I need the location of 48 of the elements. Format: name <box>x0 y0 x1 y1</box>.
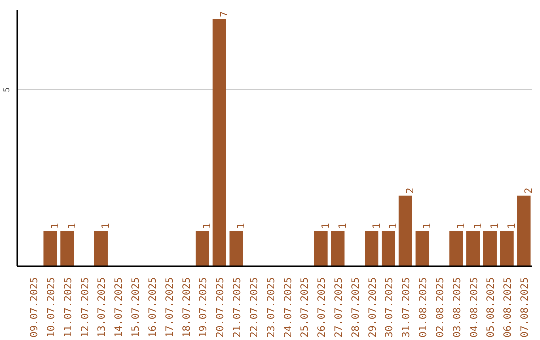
x-tick-label: 19.07.2025 <box>198 277 210 338</box>
x-tick-label: 07.08.2025 <box>520 277 532 338</box>
data-label: 1 <box>372 223 383 230</box>
x-tick-label: 27.07.2025 <box>334 277 345 338</box>
x-tick-label: 01.08.2025 <box>418 277 430 338</box>
x-tick-label: 21.07.2025 <box>232 277 244 338</box>
x-tick-label: 18.07.2025 <box>182 277 193 338</box>
x-tick-label: 31.07.2025 <box>402 277 413 338</box>
x-tick-label: 29.07.2025 <box>368 277 379 338</box>
x-tick-label: 23.07.2025 <box>266 277 278 338</box>
x-tick-label: 26.07.2025 <box>317 277 328 338</box>
data-label: 1 <box>422 223 434 230</box>
x-tick-label: 04.08.2025 <box>469 277 480 338</box>
x-tick-label: 13.07.2025 <box>97 277 108 338</box>
x-tick-label: 20.07.2025 <box>216 277 227 338</box>
x-tick-label: 17.07.2025 <box>164 277 176 338</box>
x-tick-label: 09.07.2025 <box>30 277 41 338</box>
x-tick-label: 24.07.2025 <box>283 277 294 338</box>
data-label: 1 <box>236 223 248 230</box>
x-tick-label: 12.07.2025 <box>80 277 92 338</box>
x-tick-label: 05.08.2025 <box>486 277 498 338</box>
data-label: 1 <box>50 223 62 230</box>
x-tick-label: 30.07.2025 <box>384 277 396 338</box>
x-tick-label: 25.07.2025 <box>300 277 312 338</box>
x-tick-label: 14.07.2025 <box>114 277 126 338</box>
x-tick-label: 02.08.2025 <box>435 277 446 338</box>
data-label: 1 <box>321 223 332 230</box>
y-tick-label: 5 <box>2 87 12 92</box>
x-tick-label: 15.07.2025 <box>131 277 142 338</box>
data-label: 7 <box>220 11 231 18</box>
data-label: 1 <box>456 223 468 230</box>
x-tick-label: 11.07.2025 <box>63 277 74 338</box>
x-tick-label: 28.07.2025 <box>350 277 362 338</box>
data-label: 2 <box>406 188 417 194</box>
data-label: 1 <box>101 223 112 230</box>
x-tick-label: 06.08.2025 <box>503 277 514 338</box>
data-label: 1 <box>202 223 214 230</box>
x-tick-label: 03.08.2025 <box>452 277 464 338</box>
x-tick-label: 16.07.2025 <box>148 277 159 338</box>
data-label: 2 <box>524 188 536 194</box>
data-label: 1 <box>473 223 484 230</box>
data-label: 1 <box>507 223 518 230</box>
data-label: 1 <box>67 223 78 230</box>
data-label: 1 <box>388 223 400 230</box>
data-label: 1 <box>338 223 349 230</box>
x-tick-label: 10.07.2025 <box>46 277 58 338</box>
x-tick-label: 22.07.2025 <box>249 277 260 338</box>
data-label: 1 <box>490 223 502 230</box>
